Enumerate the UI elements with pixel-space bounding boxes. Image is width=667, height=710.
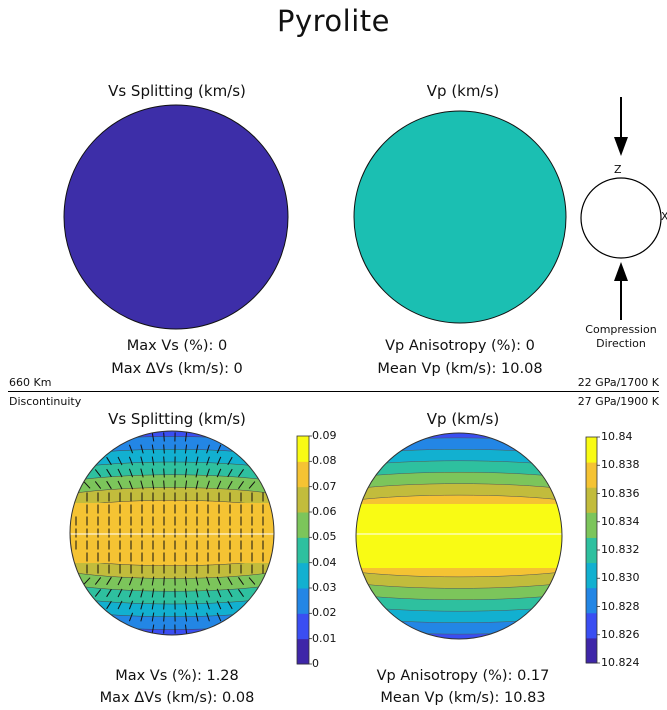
upper-condition-label: 22 GPa/1700 K [577, 376, 659, 389]
bottom-vp-title: Vp (km/s) [426, 410, 500, 428]
colorbar-tick-label: 10.826 [601, 627, 640, 641]
colorbar-tick-label: 0.01 [312, 631, 337, 645]
top-vs-sphere [63, 104, 289, 330]
bottom-vs-stat-1: Max Vs (%): 1.28 [115, 668, 239, 684]
vs-colorbar [296, 435, 312, 665]
colorbar-tick-label: 10.830 [601, 571, 640, 585]
discontinuity-label: Discontinuity [9, 395, 82, 408]
discontinuity-line [8, 391, 659, 392]
top-vp-sphere [353, 110, 567, 324]
compression-caption-2: Direction [596, 337, 646, 350]
lower-condition-label: 27 GPa/1900 K [577, 395, 659, 408]
colorbar-tick-label: 10.834 [601, 514, 640, 528]
bottom-vs-contour [70, 431, 274, 635]
bottom-vp-outline [355, 432, 563, 640]
page-title: Pyrolite [276, 4, 390, 38]
top-vs-stat-1: Max Vs (%): 0 [126, 338, 228, 354]
compression-legend [580, 97, 662, 320]
bottom-vp-contour [356, 433, 562, 639]
bottom-vp-stat-1: Vp Anisotropy (%): 0.17 [376, 668, 550, 684]
colorbar-tick-label: 0.09 [312, 429, 337, 442]
bottom-vs-stat-2: Max ΔVs (km/s): 0.08 [99, 690, 255, 706]
colorbar-tick-label: 0.03 [312, 581, 337, 594]
sample-circle-icon [580, 177, 662, 259]
compression-caption-1: Compression [585, 323, 657, 336]
top-vs-stat-2: Max ΔVs (km/s): 0 [111, 361, 243, 377]
vp-colorbar [585, 436, 600, 664]
colorbar-tick-label: 0.08 [312, 454, 337, 468]
colorbar-tick-label: 0 [312, 657, 319, 670]
z-axis-label: Z [614, 163, 622, 176]
depth-label: 660 Km [9, 376, 52, 389]
colorbar-tick-label: 10.828 [601, 599, 640, 613]
top-vs-title: Vs Splitting (km/s) [108, 82, 246, 100]
colorbar-tick-label: 10.84 [601, 430, 633, 443]
bottom-vs-outline [69, 430, 275, 636]
colorbar-tick-label: 10.824 [601, 656, 640, 669]
colorbar-tick-label: 0.06 [312, 505, 337, 518]
bottom-vp-stat-2: Mean Vp (km/s): 10.83 [380, 690, 546, 706]
bottom-vs-title: Vs Splitting (km/s) [108, 410, 246, 428]
top-vp-stat-2: Mean Vp (km/s): 10.08 [377, 361, 543, 377]
colorbar-tick-label: 10.836 [601, 486, 640, 500]
colorbar-tick-label: 10.838 [601, 458, 640, 472]
top-vp-stat-1: Vp Anisotropy (%): 0 [385, 338, 535, 354]
colorbar-tick-label: 0.04 [312, 555, 337, 569]
top-vp-title: Vp (km/s) [426, 82, 500, 100]
colorbar-tick-label: 0.02 [312, 606, 337, 620]
colorbar-tick-label: 0.07 [312, 479, 337, 493]
x-axis-label: X [661, 210, 667, 223]
colorbar-tick-label: 10.832 [601, 543, 640, 556]
colorbar-tick-label: 0.05 [312, 530, 337, 544]
